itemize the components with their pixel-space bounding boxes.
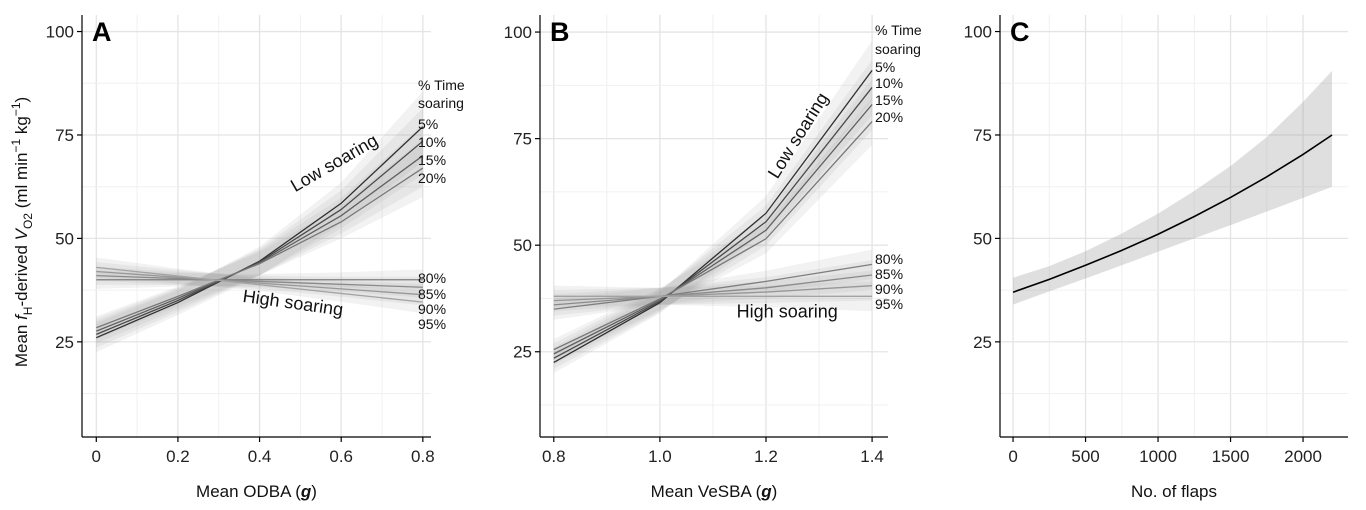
x-axis-title-close: ) [772, 482, 778, 501]
series-band-5% [96, 91, 423, 353]
x-axis-title-text: No. of flaps [1131, 482, 1217, 501]
series-line-10% [96, 140, 424, 335]
series-band-5% [553, 40, 873, 374]
x-tick-label: 1.2 [754, 447, 778, 466]
series-line-95% [96, 266, 423, 303]
x-tick-label: 1.0 [648, 447, 672, 466]
x-axis-title: No. of flaps [1131, 482, 1217, 501]
series-label: 5% [875, 59, 895, 75]
x-axis-title-text: Mean VeSBA ( [651, 482, 762, 501]
series-band-80% [553, 249, 873, 320]
series-line-85% [96, 274, 423, 288]
confidence-bands [1013, 70, 1333, 305]
series-label: 85% [875, 266, 903, 282]
x-axis-title-close: ) [311, 482, 317, 501]
y-tick-label: 25 [513, 343, 532, 362]
series-line-20% [553, 121, 873, 351]
y-tick-label: 25 [55, 333, 74, 352]
legend-title: % Time [875, 22, 922, 38]
y-axis-title: Mean fH-derived VO2 (ml min−1 kg−1) [9, 97, 35, 367]
series-line-15% [553, 104, 873, 355]
series-line-fit [1012, 134, 1333, 293]
y-tick-label: 50 [973, 229, 992, 248]
x-tick-label: 2000 [1284, 447, 1322, 466]
series-label: 85% [418, 286, 446, 302]
y-tick-label: 100 [504, 23, 532, 42]
x-tick-label: 0 [92, 447, 101, 466]
series-band-20% [96, 139, 423, 340]
series-lines [553, 70, 873, 363]
x-tick-label: 0.8 [542, 447, 566, 466]
panel-label: B [550, 17, 570, 47]
y-tick-label: 50 [513, 236, 532, 255]
series-label: 15% [418, 152, 446, 168]
x-axis-title: Mean VeSBA (g) [651, 482, 778, 501]
series-labels: 5% 10% 15% 20% 80%85%90%95% % Time soaring [418, 77, 465, 332]
panel-c: 0 500 1000 1500 2000 25 50 75 100 C No. of flaps [964, 15, 1348, 501]
y-tick-label: 50 [55, 229, 74, 248]
series-label: 90% [875, 281, 903, 297]
x-axis-title-unit: g [300, 482, 312, 501]
x-tick-label: 1.4 [860, 447, 884, 466]
series-label: 10% [418, 134, 446, 150]
series-line-90% [96, 270, 423, 296]
y-tick-label: 75 [513, 130, 532, 149]
series-label: 20% [875, 109, 903, 125]
legend-title: % Time [418, 77, 465, 93]
group-label: High soaring [737, 302, 838, 322]
series-line-90% [553, 285, 873, 302]
panel-label: C [1010, 17, 1030, 47]
y-tick-label: 75 [973, 126, 992, 145]
y-tick-label: 100 [964, 23, 992, 42]
grid [82, 15, 431, 437]
x-tick-label: 500 [1071, 447, 1099, 466]
legend-title: soaring [875, 41, 921, 57]
x-axis-title-text: Mean ODBA ( [196, 482, 301, 501]
series-line-5% [553, 70, 873, 363]
series-label: 15% [875, 92, 903, 108]
series-label: 95% [418, 316, 446, 332]
grid [540, 15, 888, 437]
panel-a: 5%10%15%20%80%85%90%95%% TimesoaringLow … [46, 15, 465, 501]
series-line-10% [553, 87, 873, 359]
series-label: 20% [418, 170, 446, 186]
series-band-fit [1013, 70, 1333, 305]
series-band-90% [553, 270, 873, 312]
series-lines [1012, 134, 1333, 293]
series-label: 80% [418, 270, 446, 286]
x-tick-label: 1500 [1212, 447, 1250, 466]
series-label: 5% [418, 116, 438, 132]
series-band-15% [553, 78, 873, 365]
x-tick-label: 1000 [1139, 447, 1177, 466]
series-label: 10% [875, 75, 903, 91]
panel-label: A [92, 17, 112, 47]
series-line-15% [96, 155, 424, 332]
legend-title: soaring [418, 95, 464, 111]
series-line-20% [96, 167, 424, 329]
series-line-5% [96, 126, 424, 339]
x-axis-title-unit: g [760, 482, 772, 501]
series-label: 95% [875, 296, 903, 312]
grid [1000, 15, 1348, 437]
series-band-15% [96, 124, 423, 344]
x-tick-label: 0.2 [166, 447, 190, 466]
series-lines [96, 126, 424, 339]
y-tick-label: 25 [973, 333, 992, 352]
y-tick-label: 100 [46, 23, 74, 42]
x-tick-label: 0.8 [411, 447, 435, 466]
x-tick-label: 0.4 [248, 447, 272, 466]
series-labels: 5%10%15%20% 80%85%90%95% % Time soaring [875, 22, 922, 312]
x-tick-label: 0 [1008, 447, 1017, 466]
series-label: 80% [875, 251, 903, 267]
x-axis-title: Mean ODBA (g) [196, 482, 317, 501]
series-line-85% [553, 274, 873, 306]
x-tick-label: 0.6 [329, 447, 353, 466]
series-band-85% [553, 260, 873, 316]
y-tick-label: 75 [55, 126, 74, 145]
series-line-80% [553, 263, 873, 310]
panel-b: 5%10%15%20%80%85%90%95%% TimesoaringLow … [504, 15, 922, 501]
series-label: 90% [418, 301, 446, 317]
